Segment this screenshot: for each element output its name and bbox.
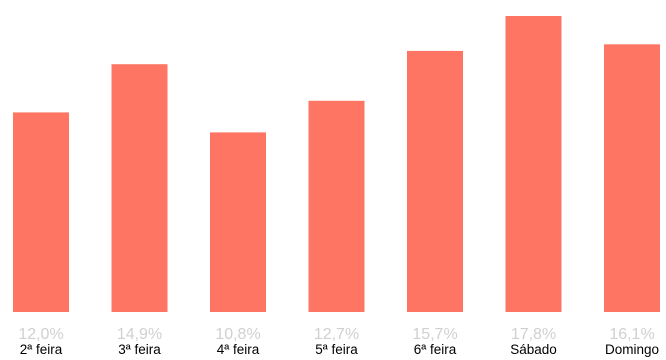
bar-4 [308,100,365,312]
category-labels-group: 2ª feira 3ª feira 4ª feira 5ª feira 6ª feira… [20,342,659,357]
value-label-1: 12,0% [18,326,63,343]
value-label-2: 14,9% [117,326,162,343]
value-label-5: 15,7% [412,326,457,343]
value-label-4: 12,7% [314,326,359,343]
bar-7 [604,44,660,313]
category-label-3: 4ª feira [217,342,260,357]
bar-2 [111,64,168,312]
category-label-4: 5ª feira [315,342,358,357]
bar-6 [505,16,562,312]
value-labels-group: 12,0% 14,9% 10,8% 12,7% 15,7% 17,8% 16,1% [18,326,654,343]
value-label-3: 10,8% [215,326,260,343]
category-label-5: 6ª feira [414,342,457,357]
category-label-7: Domingo [605,342,659,357]
bar-3 [210,132,266,312]
bar-1 [13,112,69,313]
value-label-6: 17,8% [511,326,556,343]
bars-group [13,16,660,313]
bar-5 [407,50,463,313]
value-label-7: 16,1% [609,326,654,343]
category-label-2: 3ª feira [118,342,161,357]
category-label-6: Sábado [510,342,557,357]
category-label-1: 2ª feira [20,342,63,357]
